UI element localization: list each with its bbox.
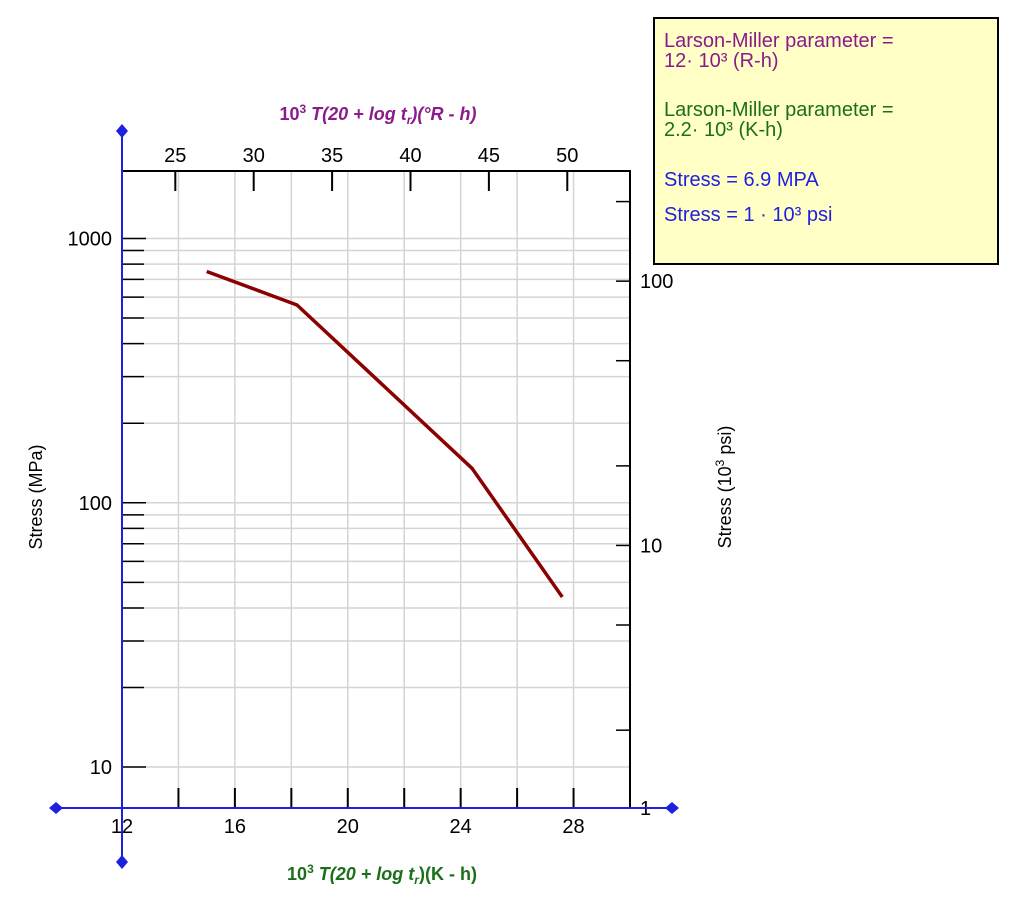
top-tick-label: 45 xyxy=(478,145,500,167)
top-tick-label: 35 xyxy=(321,145,343,167)
series-line xyxy=(206,269,564,599)
cursor-handle-left[interactable] xyxy=(49,802,63,814)
top-tick-label: 30 xyxy=(243,145,265,167)
left-tick-label: 1000 xyxy=(68,228,113,250)
stress-psi-text: Stress = 1 · 10³ psi xyxy=(664,204,833,226)
cursor-handle-bottom[interactable] xyxy=(116,855,128,869)
top-tick-label: 25 xyxy=(164,145,186,167)
left-tick-label: 100 xyxy=(79,493,112,515)
bottom-tick-label: 28 xyxy=(562,816,584,838)
top-tick-label: 50 xyxy=(556,145,578,167)
stress-mpa-text: Stress = 6.9 MPA xyxy=(664,169,819,191)
larson-miller-rankine-text: Larson-Miller parameter = 12· 10³ (R-h) xyxy=(664,30,894,72)
left-axis-title: Stress (MPa) xyxy=(26,444,46,549)
right-axis-title: Stress (103 psi) xyxy=(713,426,735,549)
plot-frame xyxy=(121,170,631,809)
tick-marks xyxy=(122,171,630,808)
bottom-tick-label: 24 xyxy=(450,816,472,838)
bottom-axis-title: 103 T(20 + log tr)(K - h) xyxy=(287,862,477,887)
series-layer xyxy=(206,269,564,599)
cursor-handle-top[interactable] xyxy=(116,124,128,138)
bottom-tick-label: 20 xyxy=(337,816,359,838)
cursor-handle-right[interactable] xyxy=(665,802,679,814)
grid xyxy=(122,171,630,808)
top-tick-label: 40 xyxy=(399,145,421,167)
left-tick-label: 10 xyxy=(90,757,112,779)
top-axis-title: 103 T(20 + log tr)(°R - h) xyxy=(279,102,476,127)
larson-miller-kelvin-text: Larson-Miller parameter = 2.2· 10³ (K-h) xyxy=(664,99,894,141)
right-tick-label: 100 xyxy=(640,271,673,293)
right-tick-label: 10 xyxy=(640,535,662,557)
info-box: Larson-Miller parameter = 12· 10³ (R-h) … xyxy=(653,17,999,265)
tick-labels: 2530354045501216202428101001000110100 xyxy=(68,145,674,838)
bottom-tick-label: 16 xyxy=(224,816,246,838)
